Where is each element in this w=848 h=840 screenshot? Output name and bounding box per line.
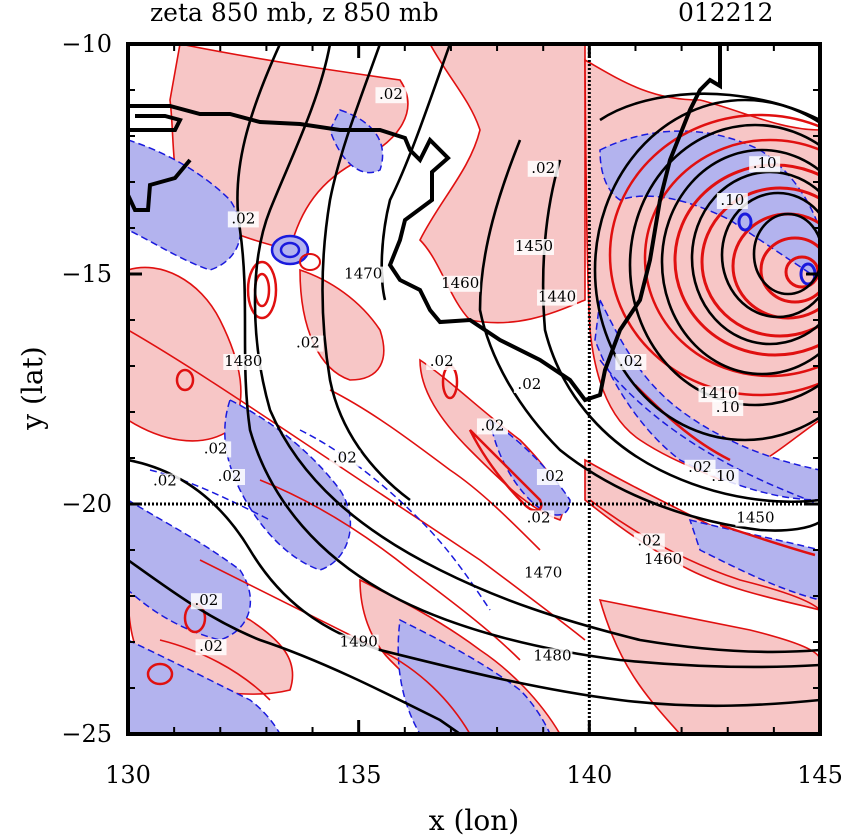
vorticity-contour-label-bg <box>615 354 647 370</box>
vorticity-contour-label-bg <box>476 418 508 435</box>
vorticity-contour-label: .02 <box>481 416 505 434</box>
vorticity-contour-label: .02 <box>688 458 712 476</box>
vorticity-contour-label: .02 <box>379 85 403 103</box>
y-tick-label: −15 <box>61 260 112 288</box>
height-contour-label-bg <box>523 565 564 582</box>
vorticity-contour-label: .10 <box>711 467 735 485</box>
vorticity-contour-label-bg <box>200 441 232 458</box>
axis-ticks: 130 135 140 145 −10 −15 −20 −25 <box>61 30 843 789</box>
vorticity-contour-label-bg <box>292 335 324 352</box>
vorticity-contour-label-bg <box>749 156 781 173</box>
y-tick-label: −25 <box>61 720 112 748</box>
vorticity-contour-label: .02 <box>527 508 551 526</box>
vorticity-contour-label: .02 <box>531 159 555 177</box>
vorticity-contour-label-bg <box>213 469 245 485</box>
chart-title: zeta 850 mb, z 850 mb <box>150 0 439 27</box>
plot-frame <box>126 42 822 736</box>
y-tick-label: −20 <box>61 490 112 518</box>
vorticity-contour-label-bg <box>633 533 665 550</box>
height-contour-label: 1410 <box>699 384 737 402</box>
vorticity-contour-label: .02 <box>430 352 454 370</box>
vorticity-contour-label-bg <box>523 510 555 527</box>
vorticity-contour-label: .02 <box>194 591 218 609</box>
height-contour-label-bg <box>698 386 739 403</box>
vorticity-contour-label: .02 <box>637 531 661 549</box>
x-tick-label: 130 <box>105 761 151 789</box>
chart-time-label: 012212 <box>678 0 773 27</box>
x-tick-label: 140 <box>566 761 612 789</box>
vorticity-contour-label-bg <box>712 400 744 416</box>
vorticity-contour-label: .02 <box>204 439 228 457</box>
vorticity-blobs <box>146 364 816 686</box>
vorticity-contour-label: .10 <box>753 154 777 172</box>
height-contour-label-bg <box>532 648 573 665</box>
height-contour-label-bg <box>735 510 776 527</box>
vorticity-contour-label-bg <box>426 354 458 370</box>
coastline <box>128 44 722 403</box>
y-axis-label: y (lat) <box>16 346 49 430</box>
plot-area: 1440 1450 1460 1470 1480 1470 1460 1480 1490 1450… <box>128 44 820 734</box>
vorticity-contour-label: .02 <box>333 449 357 467</box>
positive-vorticity-contours <box>128 329 820 734</box>
height-contour-label: 1480 <box>224 352 262 370</box>
height-contour-label-bg <box>537 289 578 306</box>
height-contour-label: 1480 <box>533 646 571 664</box>
vorticity-contour-label-bg <box>707 469 739 485</box>
vorticity-contour-label-bg <box>195 639 227 656</box>
height-contour-label-bg <box>343 266 384 283</box>
vorticity-contour-label-bg <box>190 593 222 610</box>
vorticity-contour-label-bg <box>513 377 545 393</box>
height-contour-label: 1460 <box>441 274 479 292</box>
height-contour-label-bg <box>223 354 264 370</box>
x-tick-label: 145 <box>797 761 843 789</box>
vorticity-contour-label-bg <box>375 87 407 104</box>
vorticity-contour-label-bg <box>536 469 568 485</box>
vorticity-contour-label: .02 <box>619 352 643 370</box>
vorticity-contour-label: .02 <box>231 209 255 227</box>
vorticity-contour-label: .10 <box>716 398 740 416</box>
vorticity-contour-label: .02 <box>296 334 320 352</box>
x-axis-label: x (lon) <box>429 804 519 837</box>
height-contour-label: 1450 <box>515 237 553 255</box>
vorticity-contour-label: .10 <box>720 191 744 209</box>
height-contour-label-bg <box>643 551 684 568</box>
vorticity-contour-label-bg <box>149 473 181 490</box>
vorticity-contour-label: .02 <box>540 467 564 485</box>
height-contour-label: 1440 <box>538 288 576 306</box>
contour-labels: 1440 1450 1460 1470 1480 1470 1460 1480 1490 1450… <box>149 85 781 665</box>
height-contour-label-bg <box>440 275 481 292</box>
x-tick-label: 135 <box>336 761 382 789</box>
vorticity-contour-label-bg <box>527 160 559 177</box>
vorticity-contour-label-bg <box>329 450 361 467</box>
vorticity-contour-label: .02 <box>218 467 242 485</box>
height-contour-label: 1490 <box>340 633 378 651</box>
height-contour-label: 1460 <box>644 550 682 568</box>
vorticity-contour-label-bg <box>716 193 748 209</box>
negative-vorticity-shading <box>128 109 820 734</box>
height-contour-label-bg <box>338 634 379 651</box>
reference-lines <box>128 44 820 734</box>
height-contour-label: 1450 <box>736 508 774 526</box>
height-contour-label: 1470 <box>524 564 562 582</box>
height-contour-label: 1470 <box>344 265 382 283</box>
height-contour-label-bg <box>513 239 554 255</box>
vorticity-contour-label: .02 <box>153 472 177 490</box>
y-tick-label: −10 <box>61 30 112 58</box>
vorticity-contour-label-bg <box>227 211 259 228</box>
vorticity-contour-label: .02 <box>199 637 223 655</box>
vorticity-contour-label: .02 <box>517 375 541 393</box>
small-vortex <box>246 234 321 320</box>
